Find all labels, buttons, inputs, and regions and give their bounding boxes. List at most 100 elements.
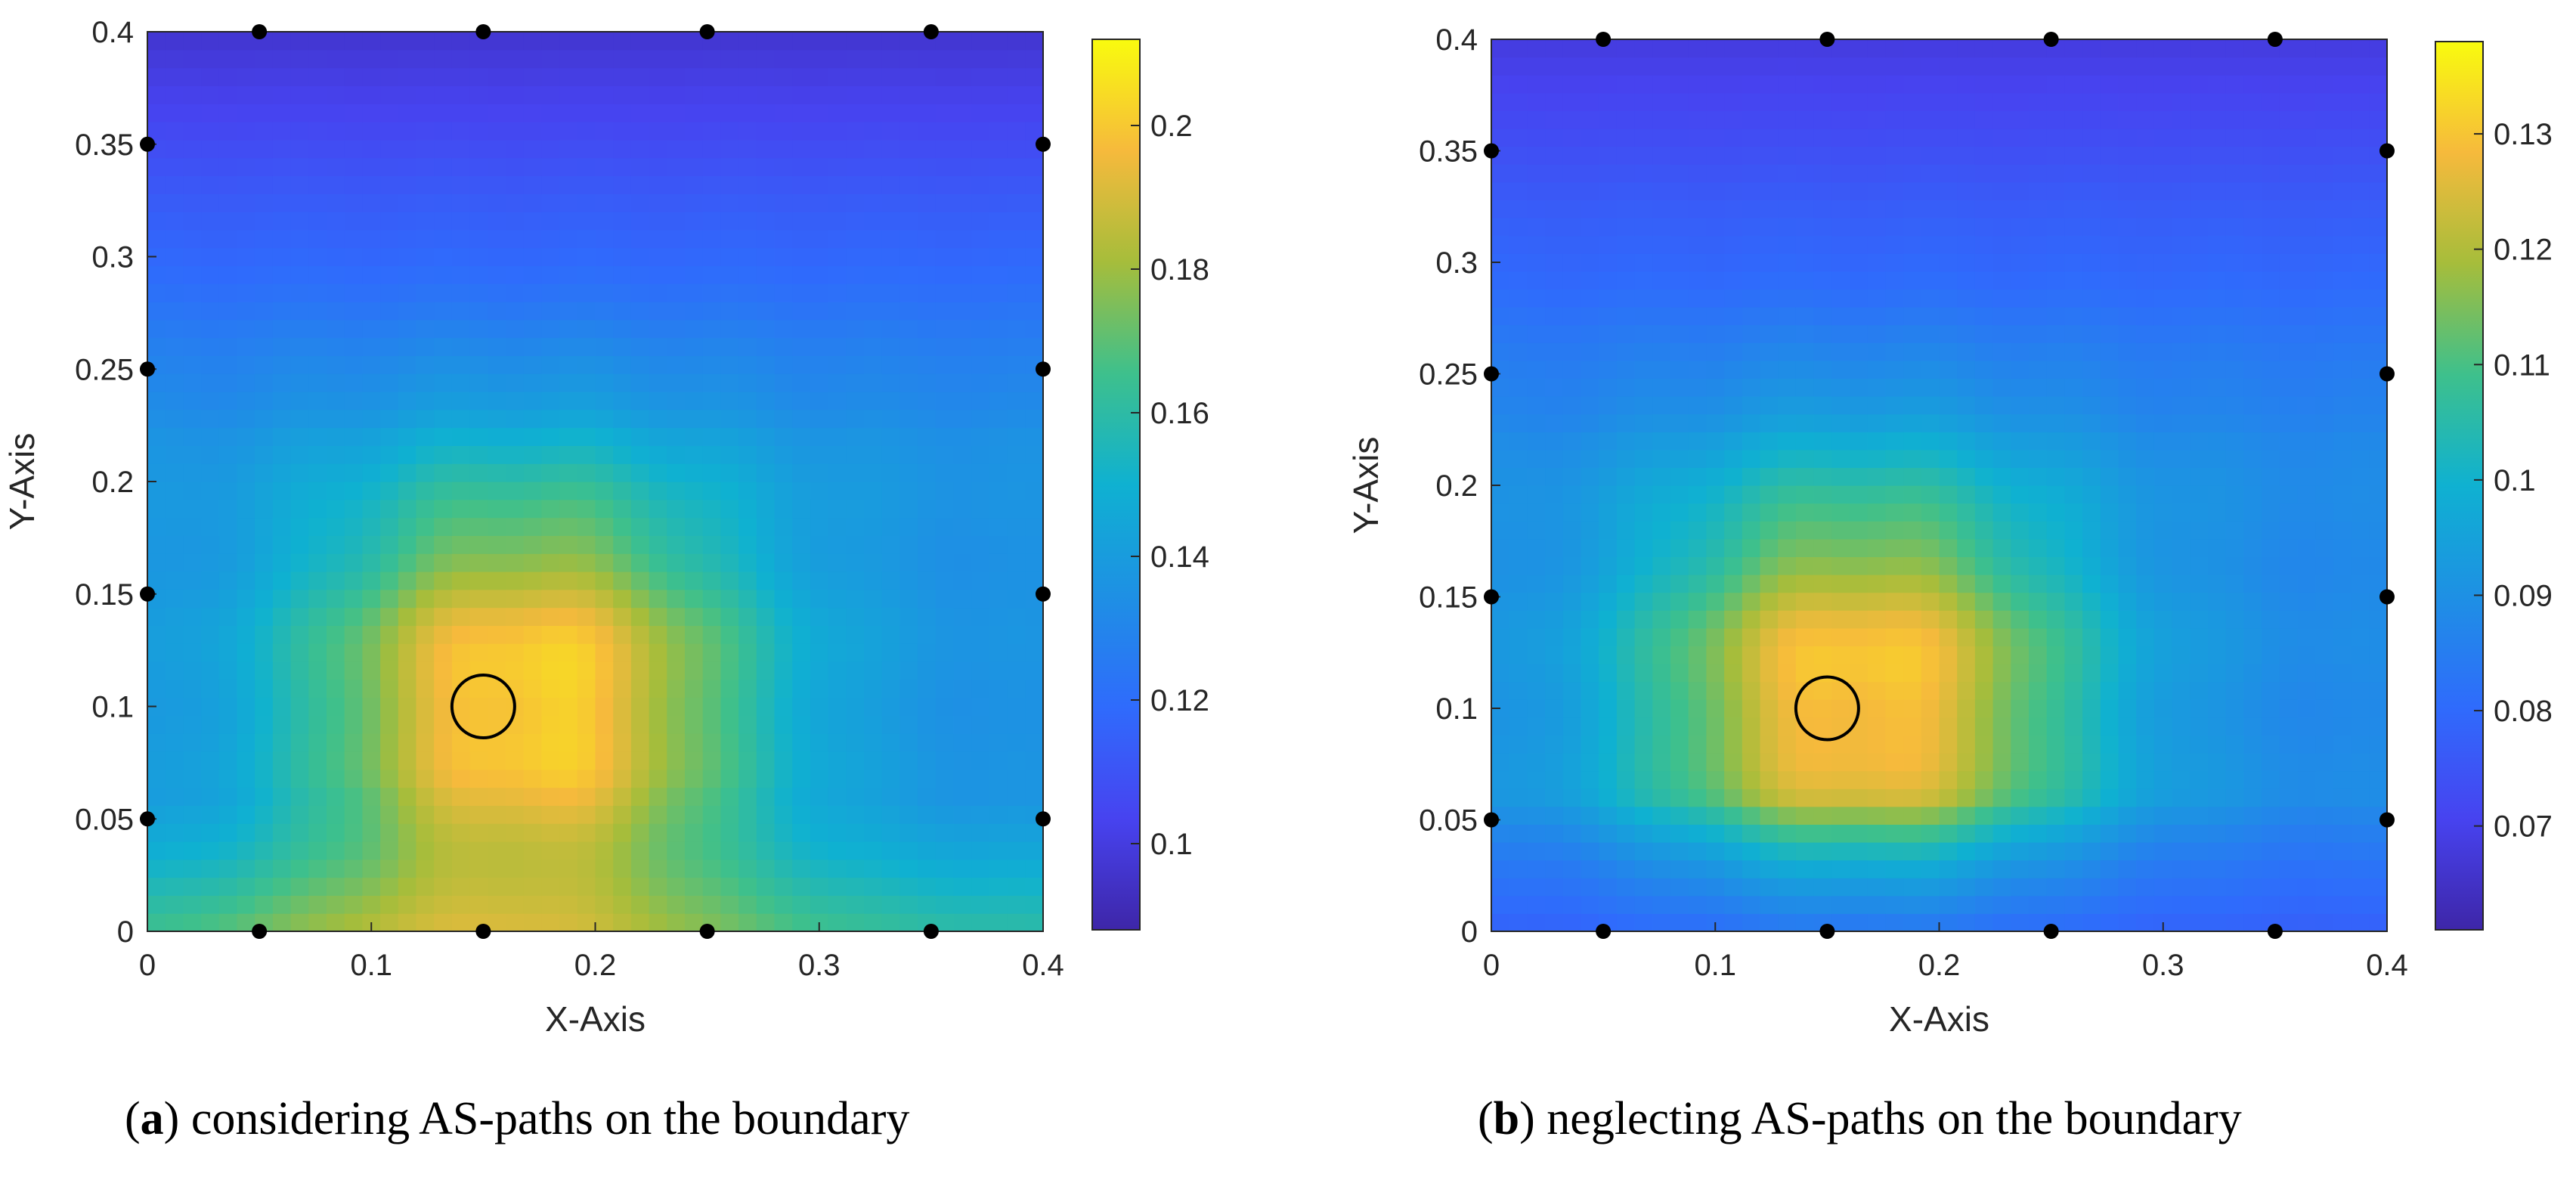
heatmap-cell — [1545, 503, 1564, 522]
heatmap-cell — [541, 751, 560, 770]
heatmap-cell — [380, 122, 399, 141]
heatmap-cell — [2172, 253, 2191, 272]
heatmap-cell — [971, 427, 990, 446]
heatmap-cell — [1778, 610, 1797, 629]
heatmap-cell — [541, 319, 560, 339]
heatmap-cell — [308, 49, 327, 69]
heatmap-cell — [1974, 860, 1994, 878]
heatmap-cell — [237, 859, 255, 878]
heatmap-cell — [1831, 753, 1850, 772]
heatmap-cell — [989, 805, 1008, 824]
heatmap-cell — [1670, 235, 1689, 254]
heatmap-cell — [2064, 57, 2083, 76]
heatmap-cell — [147, 463, 166, 482]
heatmap-cell — [255, 823, 274, 842]
heatmap-cell — [630, 337, 650, 356]
heatmap-cell — [649, 392, 667, 410]
heatmap-cell — [255, 482, 274, 500]
heatmap-cell — [362, 625, 381, 644]
heatmap-cell — [2172, 307, 2191, 326]
heatmap-cell — [1885, 413, 1904, 432]
heatmap-cell — [828, 85, 847, 104]
heatmap-cell — [2279, 717, 2299, 736]
heatmap-cell — [2011, 770, 2030, 789]
heatmap-cell — [2011, 575, 2030, 593]
heatmap-cell — [1795, 271, 1815, 290]
heatmap-cell — [1742, 75, 1761, 94]
heatmap-cell — [1007, 913, 1026, 932]
heatmap-cell — [2279, 129, 2299, 147]
heatmap-cell — [918, 247, 937, 266]
heatmap-cell — [1850, 218, 1869, 237]
heatmap-cell — [1939, 200, 1958, 218]
heatmap-cell — [1562, 646, 1582, 664]
heatmap-cell — [380, 625, 399, 644]
heatmap-cell — [1562, 860, 1582, 878]
heatmap-cell — [702, 194, 721, 212]
heatmap-cell — [667, 499, 686, 519]
heatmap-cell — [308, 482, 327, 500]
heatmap-cell — [2100, 342, 2119, 361]
y-tick-label: 0.15 — [75, 578, 134, 612]
heatmap-cell — [613, 445, 632, 464]
heatmap-cell — [2118, 413, 2137, 432]
heatmap-cell — [1670, 860, 1689, 878]
heatmap-cell — [1491, 664, 1510, 683]
heatmap-cell — [577, 229, 596, 249]
heatmap-cell — [1795, 378, 1815, 397]
heatmap-cell — [398, 517, 417, 536]
heatmap-cell — [577, 212, 596, 231]
heatmap-cell — [1491, 92, 1510, 111]
heatmap-cell — [380, 247, 399, 266]
heatmap-cell — [506, 733, 525, 752]
heatmap-cell — [2333, 485, 2352, 504]
heatmap-cell — [488, 392, 506, 410]
heatmap-cell — [398, 229, 417, 249]
heatmap-cell — [1025, 841, 1044, 860]
heatmap-cell — [649, 463, 667, 482]
heatmap-cell — [2046, 449, 2065, 468]
heatmap-cell — [2082, 895, 2101, 914]
heatmap-cell — [1903, 610, 1922, 629]
heatmap-cell — [1491, 449, 1510, 468]
heatmap-cell — [756, 625, 776, 644]
heatmap-cell — [1025, 751, 1044, 770]
heatmap-cell — [1903, 913, 1922, 932]
heatmap-cell — [2279, 806, 2299, 825]
heatmap-cell — [2011, 324, 2030, 343]
heatmap-cell — [667, 445, 686, 464]
heatmap-cell — [702, 661, 721, 680]
heatmap-cell — [1957, 860, 1976, 878]
heatmap-cell — [327, 85, 345, 104]
heatmap-cell — [667, 355, 686, 374]
heatmap-cell — [1652, 467, 1671, 486]
heatmap-cell — [1634, 129, 1653, 147]
heatmap-cell — [308, 553, 327, 572]
heatmap-cell — [899, 355, 918, 374]
heatmap-cell — [828, 661, 847, 680]
heatmap-cell — [1992, 806, 2011, 825]
heatmap-cell — [541, 769, 560, 788]
heatmap-cell — [2153, 627, 2173, 646]
heatmap-cell — [2118, 289, 2137, 308]
heatmap-cell — [2011, 735, 2030, 754]
heatmap-cell — [1688, 699, 1707, 718]
heatmap-cell — [720, 104, 739, 122]
heatmap-cell — [272, 661, 292, 680]
heatmap-cell — [738, 445, 757, 464]
heatmap-cell — [2225, 181, 2244, 200]
heatmap-cell — [165, 535, 184, 554]
heatmap-cell — [1509, 39, 1528, 58]
heatmap-cell — [2100, 646, 2119, 664]
heatmap-cell — [1939, 753, 1958, 772]
heatmap-cell — [2029, 307, 2048, 326]
heatmap-cell — [846, 392, 865, 410]
heatmap-cell — [1831, 146, 1850, 165]
heatmap-cell — [1025, 697, 1044, 716]
heatmap-cell — [272, 139, 292, 159]
heatmap-cell — [1921, 485, 1940, 504]
heatmap-cell — [2011, 717, 2030, 736]
heatmap-cell — [434, 787, 453, 806]
heatmap-cell — [702, 409, 721, 429]
heatmap-cell — [738, 247, 757, 266]
